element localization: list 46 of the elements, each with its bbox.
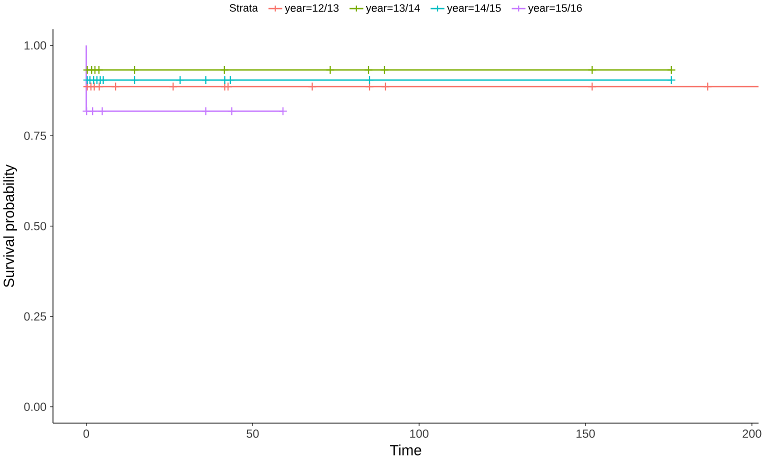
y-tick-label: 1.00 [24, 41, 46, 50]
legend-label: year=12/13 [284, 4, 339, 14]
point [94, 82, 104, 92]
point [201, 76, 210, 85]
point [130, 66, 140, 75]
point [365, 76, 374, 85]
x-tick-label: 0 [83, 430, 90, 438]
point [220, 76, 230, 85]
x-tick-label: 200 [742, 430, 762, 438]
point [176, 76, 185, 85]
point [380, 66, 389, 75]
point [364, 66, 374, 75]
point [220, 66, 229, 75]
point [380, 82, 390, 92]
x-axis-title: Time [390, 444, 422, 456]
point [703, 82, 712, 92]
point [326, 66, 335, 75]
y-tick-label: 0.25 [24, 312, 46, 321]
x-tick-label: 50 [246, 430, 259, 438]
point [168, 82, 178, 92]
point [201, 106, 210, 116]
point [88, 106, 98, 116]
point [278, 106, 288, 116]
point [227, 106, 236, 116]
point [666, 76, 676, 85]
legend-title: Strata [230, 4, 258, 12]
legend-label: year=13/14 [366, 4, 420, 14]
point [130, 76, 140, 85]
y-axis-title: Survival probability [3, 164, 17, 288]
point [82, 106, 92, 116]
legend-label: year=14/15 [447, 4, 501, 14]
point [588, 82, 597, 92]
y-tick-label: 0.00 [24, 402, 46, 412]
x-tick-label: 100 [410, 430, 428, 438]
point [98, 106, 107, 116]
point [111, 82, 120, 92]
x-tick-label: 150 [576, 430, 595, 438]
point [226, 76, 235, 85]
point [308, 82, 317, 92]
point [666, 66, 676, 75]
legend-label: year=15/16 [528, 4, 582, 14]
point [365, 82, 374, 92]
y-tick-label: 0.75 [24, 132, 46, 140]
point [588, 66, 597, 75]
y-tick-label: 0.50 [24, 222, 46, 230]
point [98, 76, 108, 85]
